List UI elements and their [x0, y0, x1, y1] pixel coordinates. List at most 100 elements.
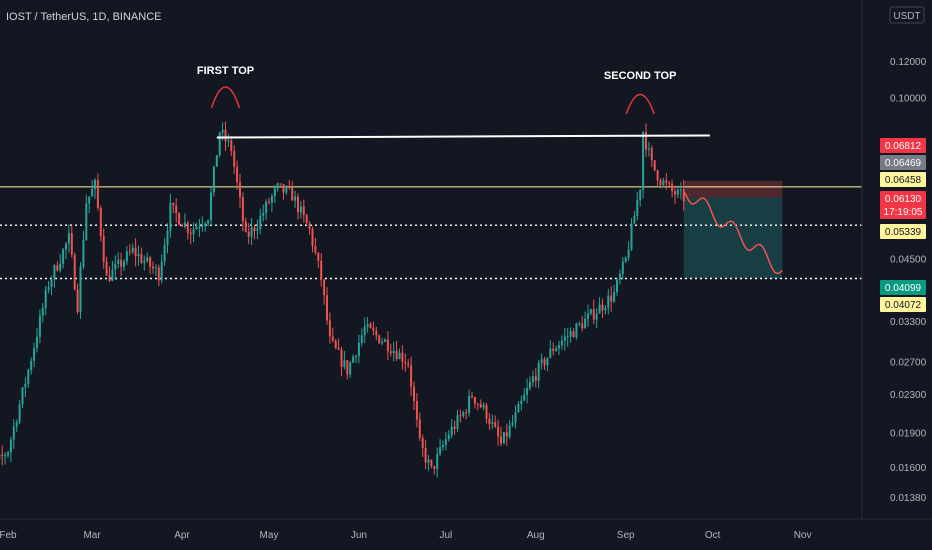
candle-body — [352, 356, 355, 363]
price-tick-label: 0.12000 — [890, 57, 927, 68]
candle-body — [117, 259, 120, 264]
candle-body — [294, 196, 297, 201]
candle-body — [1, 454, 4, 456]
candle-body — [175, 205, 178, 214]
candle-body — [679, 189, 682, 191]
candle-body — [471, 395, 473, 398]
candle-body — [134, 247, 137, 257]
candle-body — [413, 386, 415, 402]
candle-body — [346, 360, 349, 375]
candle-body — [270, 196, 273, 203]
currency-button-label[interactable]: USDT — [893, 11, 920, 22]
candle-body — [178, 213, 181, 225]
candle-body — [256, 228, 259, 231]
take-profit-zone[interactable] — [683, 197, 783, 279]
candle-body — [70, 233, 73, 255]
candle-body — [450, 426, 453, 436]
top-arc-marker[interactable] — [625, 93, 655, 115]
price-tag-value: 0.05339 — [885, 227, 922, 238]
price-tag-value: 0.06458 — [885, 175, 922, 186]
price-tag: 0.05339 — [880, 224, 926, 239]
candle-body — [389, 351, 392, 354]
candle-body — [386, 339, 389, 352]
candle-body — [552, 348, 555, 352]
candle-body — [33, 347, 36, 361]
price-tag-value: 0.06812 — [885, 141, 922, 152]
candle-body — [233, 150, 236, 167]
candle-body — [91, 189, 94, 197]
candle-body — [465, 412, 468, 414]
candle-body — [204, 223, 207, 226]
candle-body — [236, 166, 239, 183]
candle-countdown: 17:19:05 — [884, 207, 923, 218]
candle-body — [273, 188, 276, 197]
candle-body — [186, 222, 189, 233]
candle-body — [355, 355, 357, 357]
candle-body — [630, 223, 633, 250]
time-tick-label: Jun — [351, 530, 367, 541]
candle-body — [262, 213, 265, 216]
candle-body — [636, 199, 639, 216]
time-tick-label: Aug — [527, 530, 545, 541]
currency-button-frame[interactable] — [889, 6, 925, 24]
candle-body — [601, 304, 604, 311]
candle-body — [328, 320, 331, 337]
candle-body — [137, 254, 140, 257]
price-axis[interactable]: 0.12000 0.10000 0.04500 0.03300 0.02700 0.023… — [890, 57, 927, 504]
price-tick-label: 0.02700 — [890, 358, 927, 369]
resistance-line[interactable] — [216, 134, 710, 139]
time-tick-label: Feb — [0, 530, 17, 541]
candle-body — [67, 233, 70, 244]
candle-body — [279, 183, 282, 185]
candle-body — [221, 129, 224, 133]
candle-body — [473, 397, 476, 404]
candle-body — [102, 235, 105, 262]
candle-body — [369, 323, 372, 328]
time-axis[interactable]: Feb Mar Apr May Jun Jul Aug Sep Oct Nov — [0, 530, 811, 541]
top-annotation-label[interactable]: FIRST TOP — [197, 65, 254, 77]
candle-body — [581, 323, 584, 329]
annotations: FIRST TOP SECOND TOP — [197, 65, 783, 275]
candle-body — [337, 347, 340, 350]
candle-body — [73, 254, 76, 290]
candle-body — [459, 415, 462, 417]
currency-button[interactable]: USDT — [889, 6, 925, 24]
candle-body — [392, 350, 395, 354]
candle-body — [378, 335, 381, 344]
candle-body — [157, 267, 160, 281]
candle-body — [682, 189, 685, 202]
top-arc-marker[interactable] — [210, 86, 241, 109]
candle-body — [343, 360, 346, 367]
candle-body — [160, 261, 163, 281]
candle-body — [604, 307, 607, 311]
time-tick-label: Oct — [705, 530, 721, 541]
stop-loss-zone[interactable] — [683, 180, 783, 198]
price-tag-value: 0.04072 — [885, 300, 922, 311]
time-tick-label: May — [260, 530, 279, 541]
candle-body — [592, 309, 595, 320]
candle-body — [508, 425, 511, 437]
candle-body — [502, 432, 505, 444]
candle-body — [621, 261, 624, 274]
candle-body — [96, 179, 99, 208]
time-tick-label: Jul — [440, 530, 453, 541]
candle-body — [436, 453, 439, 469]
candle-body — [123, 261, 125, 267]
candle-body — [105, 261, 108, 276]
price-tags: 0.06812 0.06469 0.06458 0.06130 17:19:05 0.05… — [880, 138, 926, 312]
candle-body — [546, 357, 549, 366]
candle-body — [558, 345, 560, 349]
candle-body — [114, 263, 117, 270]
candle-body — [456, 415, 459, 429]
projected-price-path[interactable] — [683, 190, 783, 275]
top-annotation-label[interactable]: SECOND TOP — [604, 70, 677, 82]
candle-body — [642, 132, 645, 190]
candle-body — [250, 227, 253, 237]
price-tag-value: 0.04099 — [885, 283, 922, 294]
candle-body — [331, 336, 334, 341]
candle-body — [18, 404, 21, 423]
candle-body — [494, 422, 497, 427]
price-tag-bg — [880, 191, 926, 219]
